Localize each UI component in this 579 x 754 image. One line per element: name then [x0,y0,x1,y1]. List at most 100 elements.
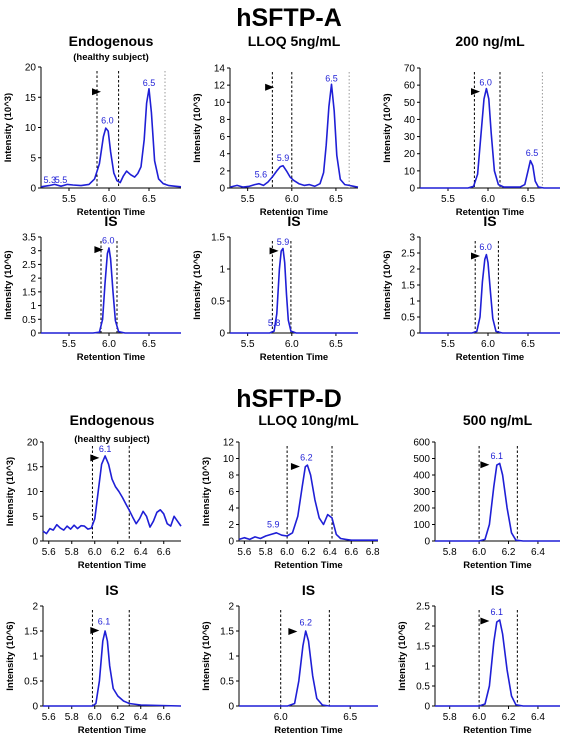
peak-label: 6.0 [101,115,114,125]
x-tick-label: 5.5 [62,194,76,205]
x-axis-label: Retention Time [77,352,145,363]
x-axis-label: Retention Time [274,560,342,571]
x-tick-label: 5.6 [237,547,251,558]
chromatogram-trace [435,462,560,542]
y-tick-label: 4 [219,149,225,160]
peak-marker-icon [480,617,490,625]
y-axis-label: Intensity (10^3) [382,93,393,162]
y-tick-label: 20 [404,149,416,160]
x-axis-label: Retention Time [456,352,524,363]
y-axis-label: Intensity (10^6) [5,621,16,690]
x-tick-label: 6.0 [481,339,495,350]
x-tick-label: 6.4 [134,712,148,723]
y-tick-label: 2 [424,622,430,633]
y-tick-label: 0.5 [24,677,38,688]
y-tick-label: 1 [30,301,36,312]
peak-label: 5.8 [268,318,281,328]
y-tick-label: 8 [219,115,225,126]
y-tick-label: 12 [223,438,235,449]
peak-marker-icon [471,252,480,260]
y-tick-label: 1.5 [416,642,430,653]
peak-label: 6.5 [526,148,539,158]
x-tick-label: 6.5 [329,194,343,205]
x-tick-label: 6.0 [472,712,486,723]
y-tick-label: 1 [228,652,234,663]
chromatogram-trace [420,87,560,189]
y-tick-label: 2.5 [22,260,36,271]
peak-label: 5.9 [277,153,290,163]
y-tick-label: 1.5 [401,281,415,292]
x-tick-label: 5.5 [441,194,455,205]
peak-label: 5.3 [44,175,57,185]
y-tick-label: 0 [30,329,36,340]
y-tick-label: 50 [404,98,416,109]
x-tick-label: 5.6 [42,712,56,723]
y-tick-label: 10 [404,166,416,177]
y-tick-label: 0 [219,184,225,195]
y-tick-label: 12 [214,81,226,92]
y-axis-label: Intensity (10^6) [382,250,393,319]
x-axis-label: Retention Time [260,207,328,218]
x-axis-label: Retention Time [78,560,146,571]
peak-marker-icon [288,628,298,635]
y-tick-label: 2 [32,602,38,613]
x-tick-label: 6.5 [142,339,156,350]
y-tick-label: 2 [228,520,234,531]
y-tick-label: 40 [404,115,416,126]
peak-label: 6.0 [479,78,492,88]
x-axis-label: Retention Time [463,725,531,736]
y-tick-label: 6 [219,132,225,143]
peak-marker-icon [290,462,300,470]
panel-title: Endogenous [70,412,155,428]
section-title-hsftp-a: hSFTP-A [236,4,342,32]
y-tick-label: 1.5 [24,627,38,638]
x-tick-label: 5.6 [42,547,56,558]
y-tick-label: 2.5 [416,602,430,613]
y-tick-label: 14 [214,64,226,75]
panel-title: IS [105,582,118,598]
y-tick-label: 0 [228,702,234,713]
chromatogram-trace [238,464,378,542]
x-axis-label: Retention Time [77,207,145,218]
y-tick-label: 400 [413,471,430,482]
peak-marker-icon [265,83,275,91]
peak-label: 6.5 [143,78,156,88]
y-tick-label: 60 [404,81,416,92]
x-tick-label: 6.0 [88,547,102,558]
x-tick-label: 6.5 [142,194,156,205]
x-tick-label: 6.2 [502,547,516,558]
x-tick-label: 6.0 [274,712,288,723]
y-tick-label: 1.5 [211,233,225,244]
y-tick-label: 0 [409,184,415,195]
chromatogram-trace [239,630,378,707]
y-tick-label: 1.5 [22,287,36,298]
peak-marker-icon [90,454,100,462]
y-tick-label: 500 [413,454,430,465]
chromatogram-trace [41,247,181,334]
x-tick-label: 6.0 [285,339,299,350]
panel-subtitle: (healthy subject) [74,434,150,445]
peak-marker-icon [94,246,104,254]
x-tick-label: 6.8 [366,547,380,558]
peak-label: 5.6 [255,169,268,179]
y-tick-label: 30 [404,132,416,143]
chromatogram-trace [420,253,560,334]
y-axis-label: Intensity (10^6) [3,250,14,319]
peak-marker-icon [90,627,100,634]
x-tick-label: 6.0 [88,712,102,723]
y-tick-label: 15 [25,93,37,104]
chromatogram-trace [435,619,560,707]
y-tick-label: 70 [404,64,416,75]
x-axis-label: Retention Time [260,352,328,363]
y-tick-label: 1 [424,662,430,673]
x-tick-label: 5.5 [441,339,455,350]
peak-label: 6.1 [491,451,504,461]
x-tick-label: 5.8 [443,712,457,723]
chart-panel-1: Endogenous (healthy subject) 0 5 10 15 20 5.5 6.… [3,33,182,218]
y-tick-label: 10 [223,454,235,465]
peak-label: 6.1 [491,607,504,617]
